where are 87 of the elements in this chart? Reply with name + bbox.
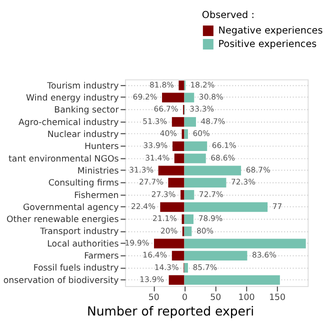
legend-label: Positive experiences (218, 39, 317, 50)
annotation: 78.9% (198, 214, 223, 224)
bar (172, 141, 184, 152)
y-tick-label: Agro-chemical industry (18, 118, 119, 128)
annotation: 18.2% (190, 80, 215, 90)
bar (168, 275, 184, 285)
y-tick-label: Tourism industry (46, 81, 119, 92)
bar (182, 214, 184, 224)
annotation: 83.6% (252, 250, 276, 260)
annotation: 31.4% (145, 153, 170, 162)
bar (174, 154, 184, 164)
annotation: 66.7% (154, 104, 178, 114)
annotation: 33.9% (143, 141, 168, 150)
bar (172, 250, 184, 260)
bar (162, 92, 184, 102)
x-tick-label: 100 (238, 293, 255, 304)
x-axis-title: Number of reported experi (87, 303, 254, 318)
y-tick-label: Transport industry (39, 227, 119, 238)
bar (184, 190, 194, 200)
annotation: 20% (160, 226, 178, 236)
y-tick-label: Fishermen (74, 190, 119, 201)
y-tick-label: Ministries (77, 166, 120, 176)
bar (154, 238, 184, 248)
y-tick-label: tant environmental NGOs (8, 154, 120, 164)
annotation: 31.3% (129, 165, 154, 174)
bar (184, 226, 192, 236)
bar (184, 117, 196, 127)
x-tick-label: 50 (210, 293, 222, 304)
bar (182, 129, 184, 139)
bar (178, 80, 184, 90)
annotation: 22.4% (130, 202, 156, 211)
bar (184, 129, 188, 139)
annotation: 69.2% (132, 92, 158, 102)
x-tick-label: 50 (148, 293, 160, 304)
annotation: 27.7% (138, 178, 164, 187)
legend-label: Negative experiences (218, 26, 323, 37)
annotation: 33.3% (190, 104, 214, 114)
annotation: 51.3% (142, 116, 168, 126)
annotation: 60% (192, 128, 210, 138)
annotation: 30.8% (198, 92, 224, 102)
annotation: 77 (272, 202, 282, 211)
bar (184, 154, 206, 164)
annotation: 27.3% (151, 190, 176, 199)
annotation: 68.7% (246, 165, 270, 174)
annotation: 80% (196, 226, 214, 236)
annotation: 40% (160, 128, 177, 138)
annotation: 19.9% (124, 238, 150, 248)
bar (184, 178, 226, 188)
annotation: 13.9% (140, 274, 164, 284)
y-tick-label: Other renewable energies (6, 215, 120, 226)
y-tick-label: Nuclear industry (47, 130, 119, 140)
annotation: 81.8% (149, 80, 174, 90)
y-tick-label: onservation of biodiversity (3, 276, 119, 286)
bar (168, 178, 184, 188)
annotation: 21.1% (152, 214, 177, 224)
y-tick-label: Farmers (84, 252, 120, 262)
annotation: 68.6% (210, 153, 236, 162)
y-tick-label: Hunters (84, 142, 120, 152)
annotation: 66.1% (212, 141, 236, 150)
annotation: 16.4% (142, 250, 168, 260)
annotation: 14.3% (154, 262, 179, 272)
bar (184, 202, 268, 212)
y-tick-label: Governmental agency (22, 202, 119, 213)
y-tick-label: Consulting firms (48, 178, 120, 189)
bar (184, 214, 194, 224)
annotation: 85.7% (192, 262, 218, 272)
legend-title: Observed : (202, 10, 254, 21)
bar (184, 92, 194, 102)
bar (172, 117, 184, 127)
bar (180, 190, 184, 200)
y-tick-label: Wind energy industry (26, 93, 119, 104)
annotation: 72.7% (198, 190, 224, 199)
y-tick-label: Banking sector (54, 106, 120, 116)
bar (184, 275, 280, 285)
x-tick-label: 150 (269, 293, 286, 304)
y-tick-label: Fossil fuels industry (33, 264, 119, 274)
bar (160, 202, 184, 212)
bar (184, 238, 306, 248)
x-tick-label: 0 (182, 293, 188, 304)
bar (184, 263, 188, 273)
bar (184, 250, 248, 260)
bar (158, 166, 184, 176)
annotation: 48.7% (200, 116, 226, 126)
bar (184, 141, 208, 152)
y-tick-label: Local authorities (47, 239, 120, 250)
bar (184, 166, 242, 176)
annotation: 72.3% (231, 178, 256, 187)
